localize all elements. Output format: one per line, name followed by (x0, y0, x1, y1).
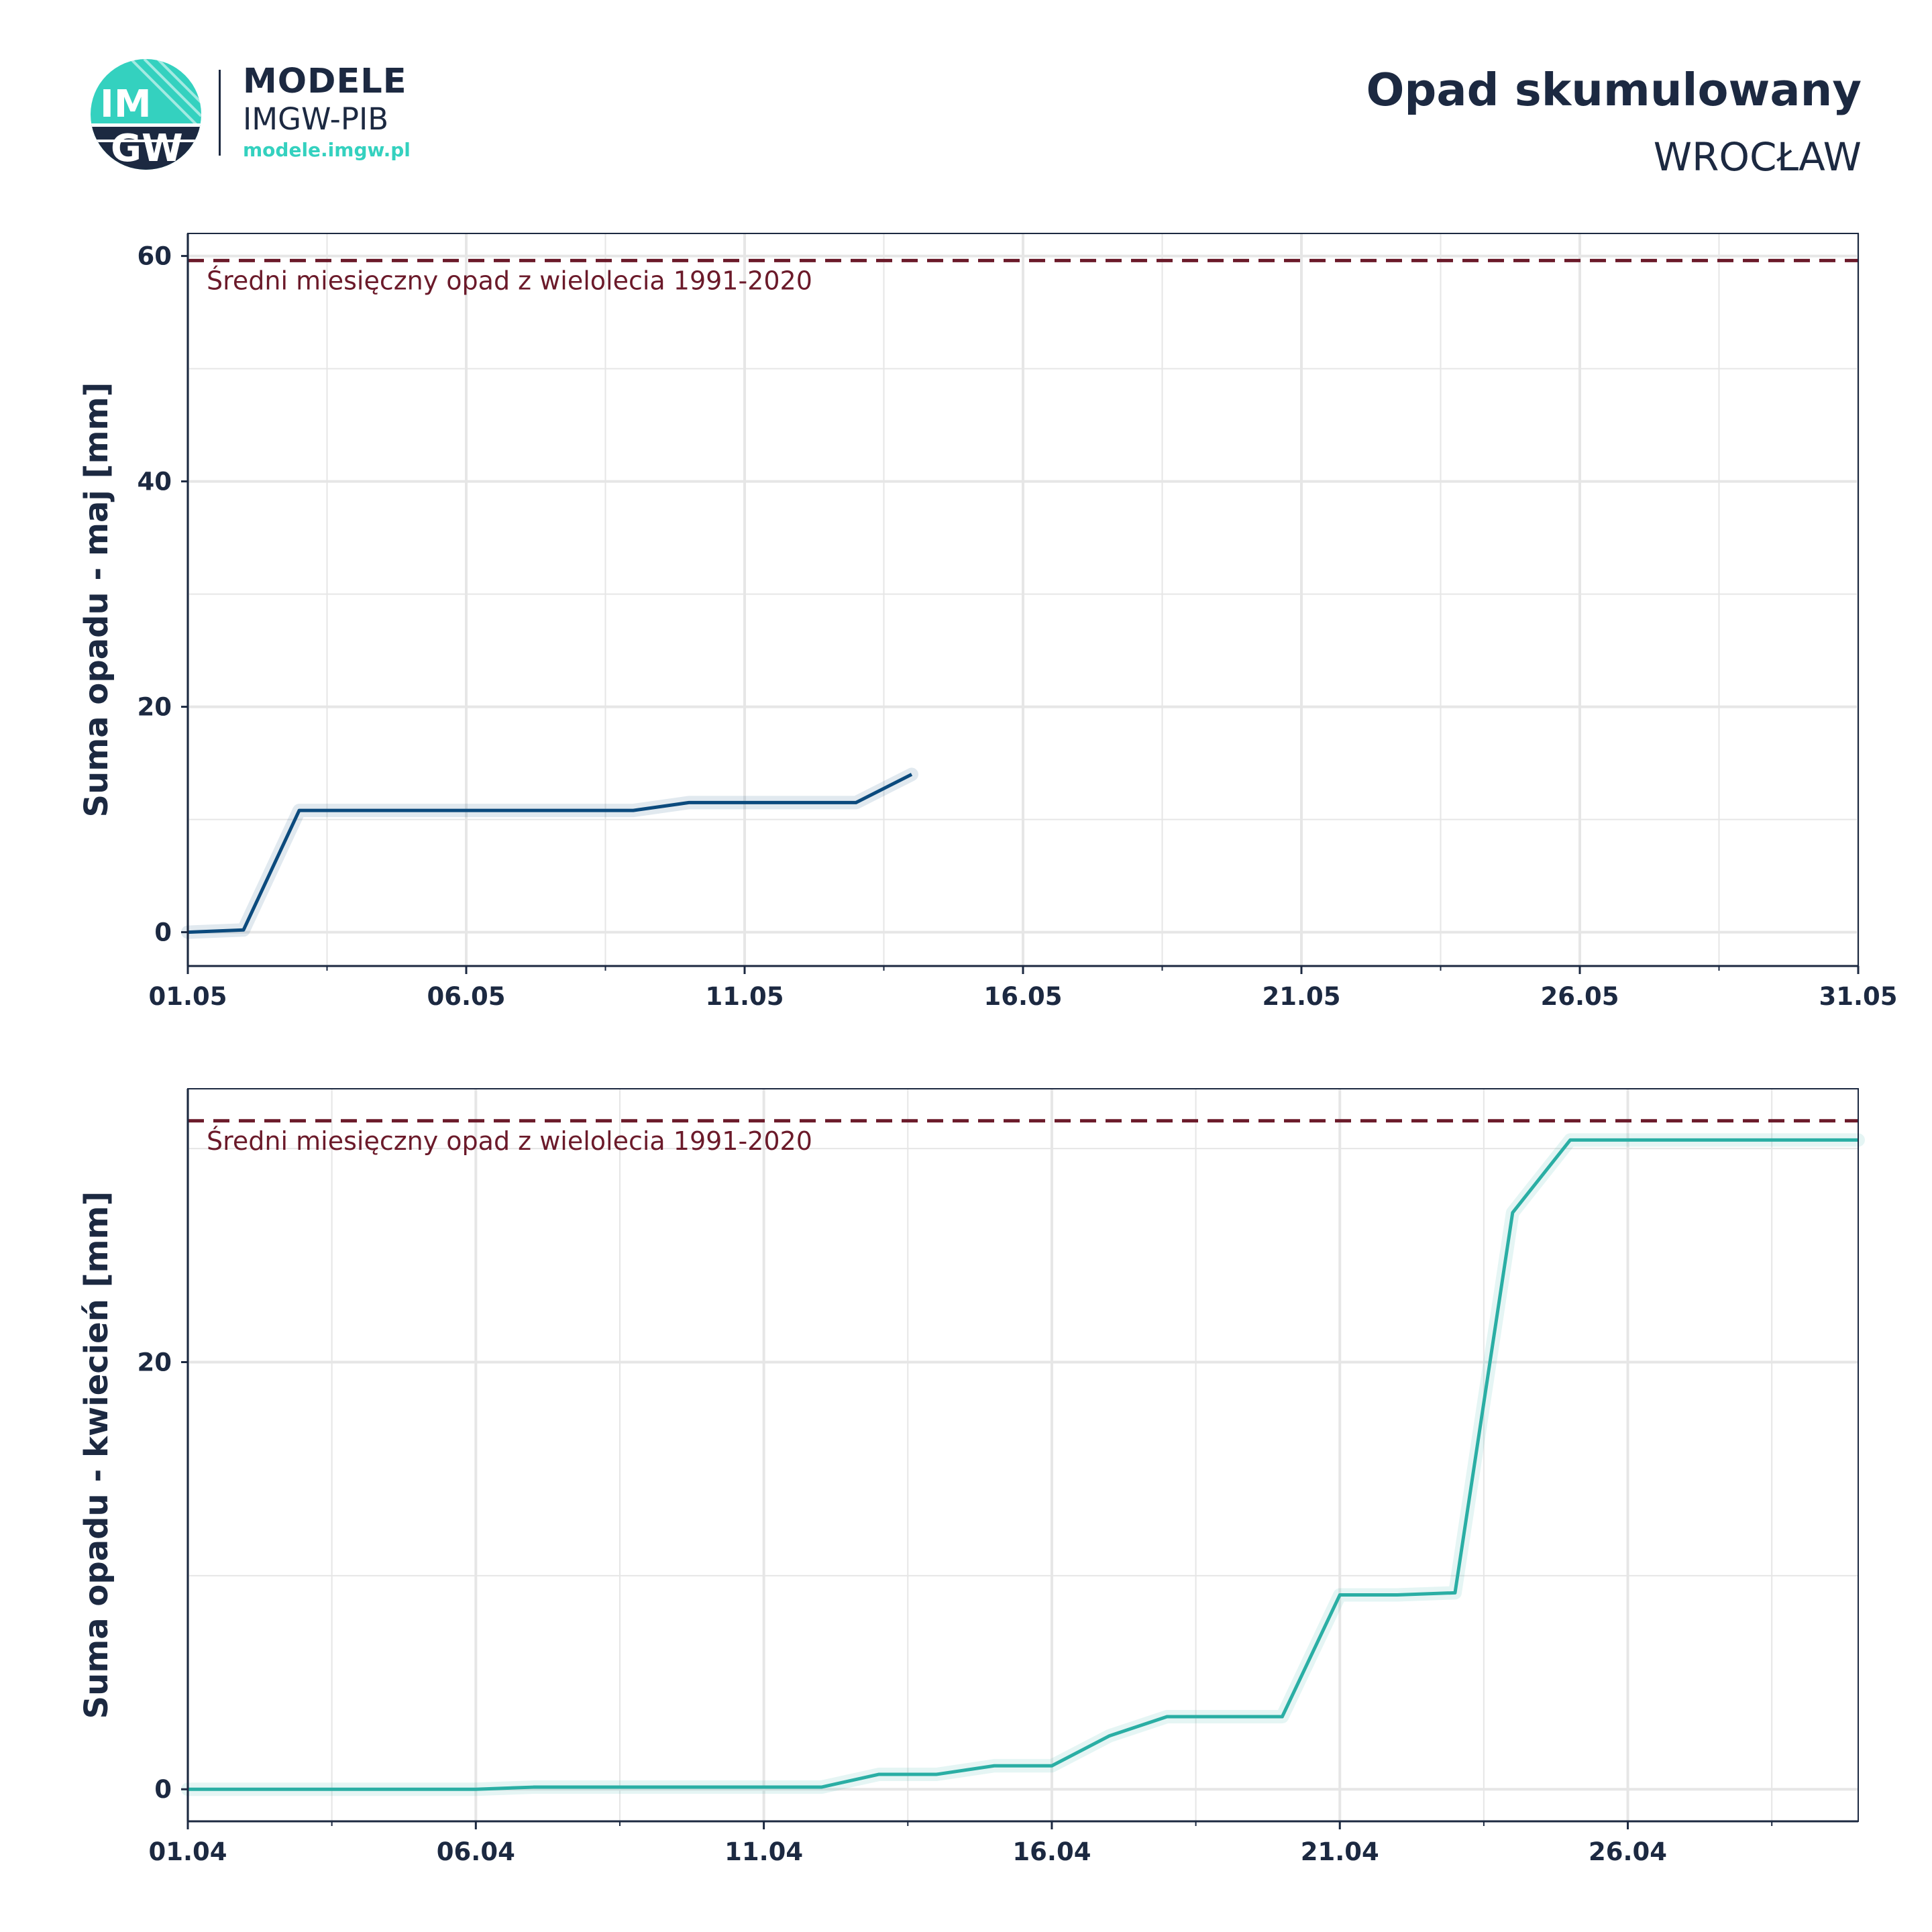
reference-mean-label: Średni miesięczny opad z wielolecia 1991… (207, 266, 812, 295)
x-tick-label: 21.04 (1301, 1837, 1379, 1866)
series-line (187, 773, 913, 934)
imgw-logo-icon: IM GW (91, 59, 201, 170)
brand-org: IMGW-PIB (243, 101, 389, 137)
x-tick-label: 26.05 (1540, 982, 1619, 1011)
logo-text-bottom: GW (111, 127, 183, 170)
y-axis-label: Suma opadu - kwiecień [mm] (78, 1191, 115, 1719)
page-title: Opad skumulowany (1366, 64, 1862, 116)
y-tick-label: 20 (138, 693, 172, 722)
x-tick-label: 06.04 (437, 1837, 515, 1866)
chart-april: Średni miesięczny opad z wielolecia 1991… (78, 1088, 1865, 1866)
x-tick-label: 11.05 (705, 982, 784, 1011)
x-tick-label: 01.04 (148, 1837, 227, 1866)
y-tick-label: 0 (154, 918, 172, 947)
grid-lines (186, 1089, 1858, 1821)
header: IM GW MODELE IMGW-PIB modele.imgw.pl Opa… (0, 0, 1932, 201)
brand-block: MODELE IMGW-PIB modele.imgw.pl (243, 62, 411, 164)
y-tick-label: 60 (138, 242, 172, 271)
y-axis-label: Suma opadu - maj [mm] (78, 382, 115, 818)
brand-url: modele.imgw.pl (243, 139, 411, 161)
grid-lines (186, 233, 1860, 966)
series-line-halo (181, 767, 918, 939)
chart-may: Średni miesięczny opad z wielolecia 1991… (78, 233, 1898, 1011)
brand-name: MODELE (243, 62, 407, 101)
series-line (188, 1138, 1858, 1791)
logo-divider (219, 70, 221, 156)
plot-frame (187, 1088, 1859, 1822)
page-subtitle: WROCŁAW (1653, 134, 1862, 180)
x-tick-label: 06.05 (427, 982, 505, 1011)
reference-mean-label: Średni miesięczny opad z wielolecia 1991… (207, 1126, 812, 1156)
x-tick-label: 16.04 (1012, 1837, 1091, 1866)
x-tick-label: 21.05 (1262, 982, 1340, 1011)
x-tick-label: 01.05 (148, 982, 227, 1011)
x-tick-label: 31.05 (1819, 982, 1897, 1011)
x-tick-label: 26.04 (1589, 1837, 1667, 1866)
x-tick-label: 16.05 (983, 982, 1062, 1011)
y-tick-label: 40 (138, 468, 172, 496)
y-tick-label: 0 (154, 1775, 172, 1804)
logo-text-top: IM (100, 83, 152, 126)
series-line-halo (181, 1133, 1865, 1796)
x-tick-label: 11.04 (724, 1837, 803, 1866)
y-tick-label: 20 (138, 1348, 172, 1377)
